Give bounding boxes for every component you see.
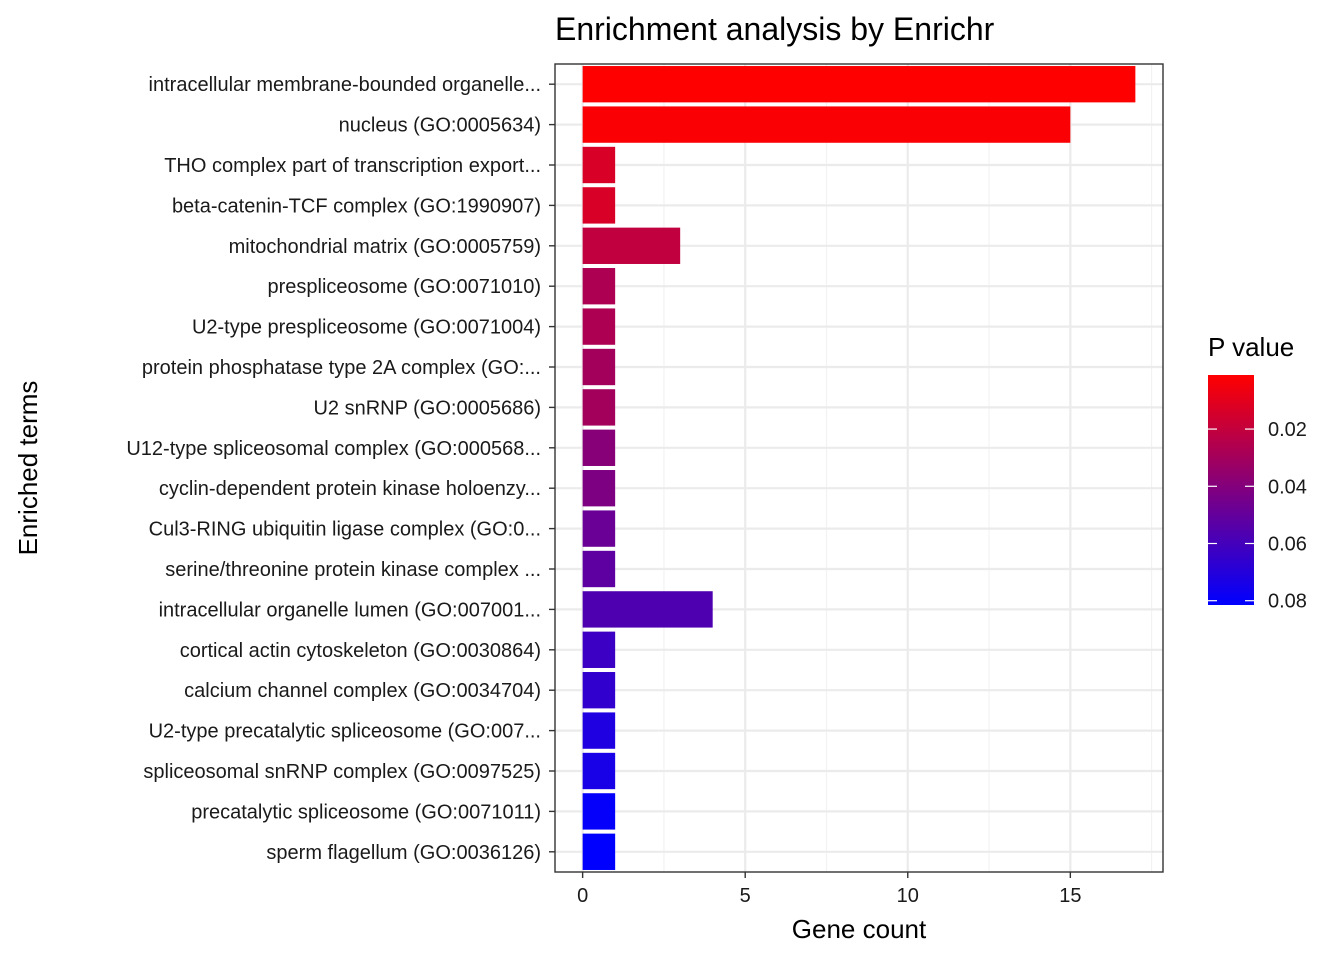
plot-panel-border [554, 63, 1164, 873]
y-tick-label: prespliceosome (GO:0071010) [268, 276, 541, 298]
y-tick-label: protein phosphatase type 2A complex (GO:… [142, 357, 541, 379]
y-tick-label: precatalytic spliceosome (GO:0071011) [191, 801, 541, 823]
y-tick-label: calcium channel complex (GO:0034704) [184, 680, 541, 702]
bar [582, 550, 616, 588]
bars [582, 66, 1136, 870]
chart-title: Enrichment analysis by Enrichr [555, 11, 995, 47]
bar [582, 793, 616, 830]
x-axis: 0 5 10 15 [577, 872, 1081, 907]
bar [582, 591, 713, 628]
bar [582, 712, 616, 749]
bar [582, 672, 616, 709]
bar [582, 66, 1136, 103]
bar [582, 348, 616, 386]
y-tick-label: THO complex part of transcription export… [164, 155, 541, 177]
y-tick-label: U2-type prespliceosome (GO:0071004) [192, 317, 541, 339]
y-tick-label: nucleus (GO:0005634) [339, 115, 541, 137]
y-tick-label: intracellular organelle lumen (GO:007001… [159, 599, 541, 621]
bar [582, 389, 616, 426]
y-axis-title: Enriched terms [13, 381, 43, 556]
x-axis-title: Gene count [792, 914, 927, 944]
plot-panel-background [555, 64, 1163, 872]
y-tick-label: intracellular membrane-bounded organelle… [149, 74, 541, 96]
x-tick-label: 5 [740, 885, 751, 907]
bar [582, 308, 616, 345]
grid-lines [555, 64, 1163, 872]
y-tick-label: cortical actin cytoskeleton (GO:0030864) [180, 640, 541, 662]
bar [582, 752, 616, 790]
bar [582, 227, 681, 264]
legend-tick-label: 0.06 [1268, 533, 1307, 555]
x-tick-label: 10 [897, 885, 919, 907]
x-tick-label: 0 [577, 885, 588, 907]
legend-colorbar [1208, 375, 1254, 605]
y-tick-label: Cul3-RING ubiquitin ligase complex (GO:0… [149, 519, 541, 541]
y-axis: intracellular membrane-bounded organelle… [126, 74, 555, 864]
legend-title: P value [1208, 332, 1294, 362]
y-tick-label: U2 snRNP (GO:0005686) [313, 397, 541, 419]
bar [582, 187, 616, 224]
bar [582, 106, 1071, 143]
bar [582, 833, 616, 870]
bar [582, 631, 616, 668]
bar [582, 429, 616, 466]
bar [582, 510, 616, 547]
y-tick-label: U12-type spliceosomal complex (GO:000568… [126, 438, 541, 460]
y-tick-label: serine/threonine protein kinase complex … [165, 559, 541, 581]
bar [582, 146, 616, 184]
y-tick-label: spliceosomal snRNP complex (GO:0097525) [143, 761, 541, 783]
y-tick-label: mitochondrial matrix (GO:0005759) [229, 236, 541, 258]
bar [582, 268, 616, 305]
bar [582, 470, 616, 507]
y-tick-label: U2-type precatalytic spliceosome (GO:007… [149, 721, 541, 743]
legend-tick-label: 0.02 [1268, 419, 1307, 441]
x-tick-label: 15 [1059, 885, 1081, 907]
color-legend: P value 0.02 0.04 0.06 0.08 [1208, 332, 1307, 613]
y-tick-label: sperm flagellum (GO:0036126) [266, 842, 541, 864]
legend-tick-label: 0.04 [1268, 476, 1307, 498]
y-tick-label: cyclin-dependent protein kinase holoenzy… [159, 478, 541, 500]
y-tick-label: beta-catenin-TCF complex (GO:1990907) [172, 195, 541, 217]
legend-tick-label: 0.08 [1268, 591, 1307, 613]
